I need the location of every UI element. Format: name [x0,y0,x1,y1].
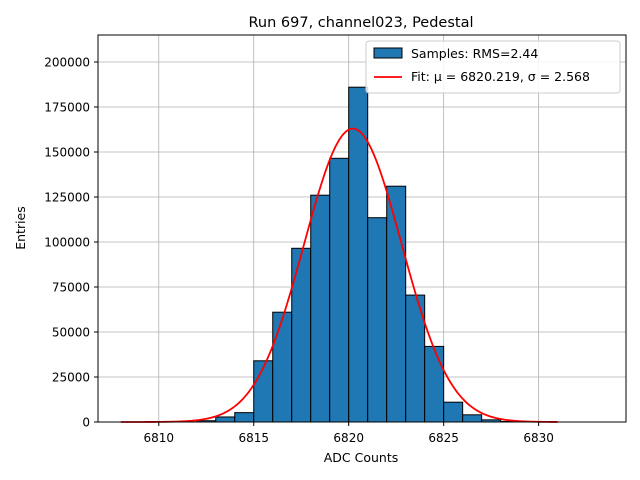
y-tick-label: 75000 [52,281,90,295]
y-axis-label: Entries [13,206,28,250]
x-tick-label: 6830 [523,431,554,445]
plot-frame [97,34,627,423]
histogram-bar [462,414,483,423]
histogram-bar [215,416,236,423]
histogram-bar [367,217,388,423]
histogram-bar [234,412,255,423]
y-tick-label: 175000 [44,101,90,115]
y-axis-ticks: 0 25000 50000 75000 100000 125000 150000 175000… [44,56,98,430]
fit-curve [120,127,558,423]
y-tick-label: 100000 [44,236,90,250]
histogram-bar [329,157,350,423]
legend-box [365,40,621,94]
legend-fit-label: Fit: μ = 6820.219, σ = 2.568 [411,69,590,84]
histogram-bar [424,345,445,423]
y-tick-label: 25000 [52,371,90,385]
chart-title: Run 697, channel023, Pedestal [248,15,473,31]
histogram-bar [272,311,293,423]
x-tick-label: 6825 [428,431,459,445]
histogram-bars [196,86,521,423]
x-tick-label: 6810 [144,431,175,445]
x-axis-label: ADC Counts [324,450,399,465]
histogram-bar [291,247,312,423]
y-tick-label: 50000 [52,326,90,340]
histogram-bar [253,360,274,423]
x-tick-label: 6820 [333,431,364,445]
x-tick-label: 6815 [238,431,269,445]
legend-histogram-label: Samples: RMS=2.44 [411,46,538,61]
legend-histogram-swatch [373,47,403,59]
y-tick-label: 200000 [44,56,90,70]
histogram-bar [310,194,331,423]
histogram-bar [443,401,464,423]
legend: Samples: RMS=2.44 Fit: μ = 6820.219, σ =… [365,40,621,94]
y-tick-label: 150000 [44,146,90,160]
y-tick-label: 0 [82,416,90,430]
x-axis-ticks: 6810 6815 6820 6825 6830 [144,422,554,445]
y-tick-label: 125000 [44,191,90,205]
